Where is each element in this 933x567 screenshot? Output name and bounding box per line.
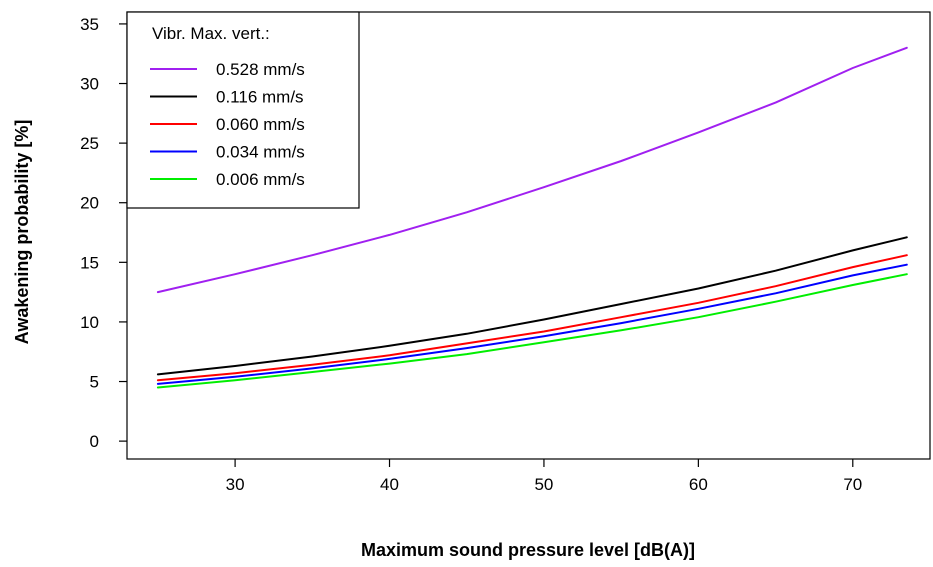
y-tick-label: 25	[80, 134, 99, 153]
legend: Vibr. Max. vert.: 0.528 mm/s 0.116 mm/s 0.…	[126, 11, 360, 209]
x-axis-title: Maximum sound pressure level [dB(A)]	[361, 540, 695, 560]
y-tick-label: 20	[80, 194, 99, 213]
y-axis: 0 5 10 15 20 25 30 35	[80, 15, 127, 451]
series-line	[156, 254, 908, 382]
x-tick-label: 40	[380, 475, 399, 494]
series-line	[156, 236, 908, 376]
series-line	[156, 46, 908, 294]
y-axis-title: Awakening probability [%]	[12, 120, 32, 345]
x-tick-label: 70	[843, 475, 862, 494]
y-tick-label: 10	[80, 313, 99, 332]
y-tick-label: 15	[80, 253, 99, 272]
x-tick-label: 60	[689, 475, 708, 494]
plot-box	[126, 11, 931, 460]
legend-label: 0.528 mm/s	[216, 60, 305, 79]
legend-label: 0.006 mm/s	[216, 170, 305, 189]
series-line	[156, 263, 908, 385]
series-lines	[156, 46, 908, 389]
series-line	[156, 273, 908, 389]
x-tick-label: 50	[534, 475, 553, 494]
y-tick-label: 5	[90, 373, 99, 392]
x-axis: 30 40 50 60 70	[226, 459, 862, 494]
legend-label: 0.034 mm/s	[216, 143, 305, 162]
legend-box	[126, 11, 360, 209]
legend-title: Vibr. Max. vert.:	[152, 24, 270, 43]
y-tick-label: 35	[80, 15, 99, 34]
legend-label: 0.060 mm/s	[216, 115, 305, 134]
y-tick-label: 0	[90, 432, 99, 451]
x-tick-label: 30	[226, 475, 245, 494]
legend-label: 0.116 mm/s	[216, 88, 304, 107]
y-tick-label: 30	[80, 75, 99, 94]
